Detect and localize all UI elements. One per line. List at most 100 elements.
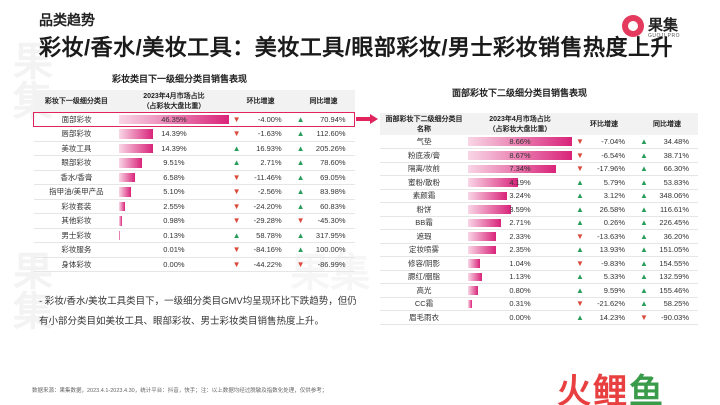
market-share-value: 14.39% xyxy=(161,143,187,153)
mom-change-cell: ▼ -1.63% xyxy=(228,126,293,142)
mom-change-value: -4.00% xyxy=(257,114,282,124)
share-bar xyxy=(468,259,481,268)
mom-change-value: 26.58% xyxy=(599,204,625,214)
arrow-down-icon: ▼ xyxy=(232,259,241,269)
yoy-change-cell: ▲ 38.71% xyxy=(636,148,698,163)
share-bar xyxy=(468,137,572,146)
arrow-up-icon: ▲ xyxy=(232,230,241,240)
right-table-title: 面部彩妆下二级细分类目销售表现 xyxy=(452,88,588,98)
table-row: 蜜粉/散粉 4.19% ▲ 5.79% ▲ 53.83% xyxy=(380,175,698,190)
market-share-cell: 7.34% xyxy=(468,162,572,176)
column-header: 环比增速 xyxy=(228,90,293,112)
secondary-category-table: 面部彩妆下二级细分类目 名称 2023年4月市场占比 （占彩妆大盘比重） 环比增速 … xyxy=(380,113,698,325)
market-share-cell: 9.51% xyxy=(119,155,229,171)
arrow-up-icon: ▲ xyxy=(576,312,584,322)
mom-change-cell: ▼ -4.00% xyxy=(228,111,293,127)
market-share-cell: 8.67% xyxy=(468,148,572,163)
yoy-change-cell: ▲ 155.46% xyxy=(636,283,698,298)
arrow-up-icon: ▲ xyxy=(640,218,648,228)
yoy-change-cell: ▲ 205.26% xyxy=(292,141,355,156)
mom-change-cell: ▼ -13.63% xyxy=(572,229,636,244)
share-bar xyxy=(468,218,501,227)
arrow-up-icon: ▲ xyxy=(296,201,305,211)
yoy-change-value: 348.06% xyxy=(659,191,689,201)
arrow-up-icon: ▲ xyxy=(296,187,305,197)
arrow-up-icon: ▲ xyxy=(296,158,305,168)
column-header: 面部彩妆下二级细分类目 名称 xyxy=(380,113,468,135)
yoy-change-value: 317.95% xyxy=(315,230,346,240)
mom-change-cell: ▲ 13.93% xyxy=(572,243,636,257)
primary-category-table: 彩妆下一级细分类目 2023年4月市场占比 （占彩妆大盘比重） 环比增速 同比增速… xyxy=(33,90,355,272)
arrow-down-icon: ▼ xyxy=(576,150,584,160)
mom-change-cell: ▼ -2.56% xyxy=(228,184,293,200)
arrow-down-icon: ▼ xyxy=(232,216,241,226)
mom-change-value: 16.93% xyxy=(256,143,282,153)
yoy-change-value: 100.00% xyxy=(315,245,346,255)
yoy-change-cell: ▲ 348.06% xyxy=(636,189,698,203)
market-share-cell: 14.39% xyxy=(119,141,229,156)
yoy-change-value: -86.99% xyxy=(317,259,346,269)
category-name: 眼部彩妆 xyxy=(33,155,120,171)
category-name: 彩妆服务 xyxy=(33,242,120,258)
category-name: 定妆喷雾 xyxy=(380,243,468,257)
market-share-cell: 0.31% xyxy=(468,297,572,311)
yoy-change-cell: ▲ 132.59% xyxy=(636,270,698,284)
yoy-change-value: 70.94% xyxy=(320,114,346,124)
mom-change-value: 5.79% xyxy=(603,177,625,187)
table-row: 美妆工具 14.39% ▲ 16.93% ▲ 205.26% xyxy=(33,141,355,156)
category-name: 男士彩妆 xyxy=(33,228,120,243)
category-name: CC霜 xyxy=(380,297,468,311)
yoy-change-value: 226.45% xyxy=(659,218,689,228)
share-bar xyxy=(468,191,507,200)
category-name: 素颜霜 xyxy=(380,189,468,203)
market-share-value: 7.34% xyxy=(509,164,531,174)
arrow-up-icon: ▲ xyxy=(640,204,648,214)
yoy-change-value: 205.26% xyxy=(315,143,346,153)
market-share-cell: 2.35% xyxy=(468,243,572,257)
category-name: 遮瑕 xyxy=(380,229,468,244)
mom-change-cell: ▼ -9.83% xyxy=(572,256,636,271)
market-share-value: 4.19% xyxy=(509,177,531,187)
table-row: 隔离/妆前 7.34% ▼ -17.96% ▲ 66.30% xyxy=(380,162,698,176)
yoy-change-value: 151.05% xyxy=(659,245,689,255)
yoy-change-value: 116.61% xyxy=(659,204,689,214)
category-name: 彩妆套装 xyxy=(33,199,120,214)
arrow-up-icon: ▲ xyxy=(640,231,648,241)
arrow-down-icon: ▼ xyxy=(232,187,241,197)
mom-change-cell: ▼ -7.04% xyxy=(572,135,636,149)
mom-change-cell: ▼ -44.22% xyxy=(228,257,293,272)
yoy-change-cell: ▲ 112.60% xyxy=(292,126,355,142)
arrow-up-icon: ▲ xyxy=(296,114,305,124)
category-name: 气垫 xyxy=(380,135,468,149)
mom-change-cell: ▼ -17.96% xyxy=(572,162,636,176)
market-share-value: 0.13% xyxy=(163,230,185,240)
arrow-down-icon: ▼ xyxy=(296,216,305,226)
mom-change-cell: ▼ -6.54% xyxy=(572,148,636,163)
market-share-value: 46.35% xyxy=(161,114,187,124)
arrow-down-icon: ▼ xyxy=(640,312,648,322)
mom-change-value: 3.12% xyxy=(603,191,625,201)
table-row: 眼部彩妆 9.51% ▲ 2.71% ▲ 78.60% xyxy=(33,155,355,171)
mom-change-cell: ▼ -29.28% xyxy=(228,213,293,229)
data-source-footer: 数据来源：果集数据，2023.4.1-2023.4.30，统计平台：抖音，快手；… xyxy=(32,388,328,394)
market-share-cell: 3.24% xyxy=(468,189,572,203)
brand-part: 鱼 xyxy=(629,373,665,405)
column-header-text: 2023年4月市场占比 （占彩妆大盘比重） xyxy=(142,92,206,110)
market-share-value: 0.01% xyxy=(163,245,185,255)
category-name: 身体彩妆 xyxy=(33,257,120,272)
category-name: 隔离/妆前 xyxy=(380,162,468,176)
market-share-value: 8.66% xyxy=(509,137,531,146)
yoy-change-value: 69.05% xyxy=(320,172,346,182)
table-row: 粉饼 3.59% ▲ 26.58% ▲ 116.61% xyxy=(380,202,698,217)
share-bar xyxy=(468,205,512,214)
market-share-value: 1.04% xyxy=(509,258,531,268)
share-bar xyxy=(119,158,142,168)
mom-change-cell: ▼ -11.46% xyxy=(228,170,293,185)
arrow-down-icon: ▼ xyxy=(576,258,584,268)
yoy-change-cell: ▲ 58.25% xyxy=(636,297,698,311)
mom-change-value: -1.63% xyxy=(257,129,282,139)
category-name: BB霜 xyxy=(380,216,468,230)
yoy-change-value: -45.30% xyxy=(317,216,346,226)
yoy-change-value: -90.03% xyxy=(661,312,689,322)
arrow-up-icon: ▲ xyxy=(640,285,648,295)
